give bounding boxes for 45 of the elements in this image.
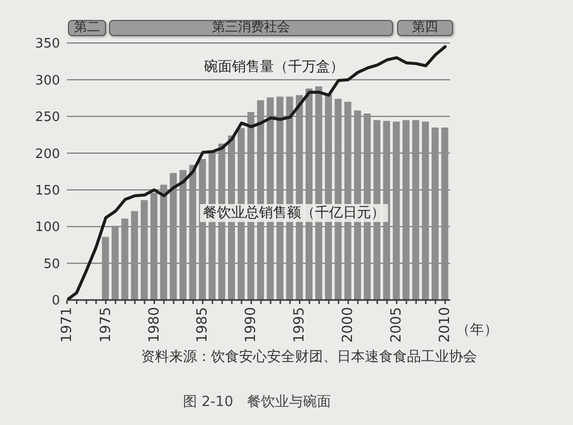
y-tick-label: 350 [35,36,60,52]
text: 资料来源：饮食安心安全财团、日本速食食品工业协会 [141,349,477,365]
bar [131,211,138,300]
bar [112,226,119,300]
y-tick-label: 0 [52,294,60,309]
y-tick-label: 200 [35,146,60,162]
x-tick-label: 1985 [194,307,211,343]
x-tick-label: 2010 [437,307,454,343]
y-tick-label: 250 [35,110,60,126]
y-tick-label: 300 [35,73,60,88]
bar [432,127,439,300]
bar [102,236,109,300]
bar [160,184,168,300]
header-box: 第三消费社会 [109,20,393,36]
bar [180,170,186,300]
x-tick-label: 1990 [243,307,260,343]
series-label: 碗面销售量（千万盒） [204,58,344,75]
y-tick-label: 100 [35,220,60,236]
bar [150,192,158,300]
bar [306,88,313,300]
bar [392,122,400,300]
bar [140,200,148,300]
bar [121,218,128,300]
text: 图 2-10 餐饮业与碗面 [183,394,332,410]
x-axis-title: （年） [456,322,498,338]
x-tick-label: 1971 [59,307,75,343]
y-tick-label: 150 [35,183,60,198]
line-series [67,45,447,300]
bar [383,120,390,300]
header-box: 第四 [397,20,453,36]
bar [441,127,448,300]
bar [412,120,420,300]
x-tick-label: 2005 [388,307,405,343]
bar [189,164,196,300]
bar [422,122,429,300]
bar [402,120,410,300]
x-tick-label: 1980 [146,307,162,343]
x-tick-label: 1995 [292,307,308,343]
header-box: 第二 [68,20,106,36]
y-tick-label: 50 [43,256,60,272]
bar [170,172,177,300]
x-tick-label: 2000 [340,307,356,343]
bar [373,120,380,300]
series-label: 餐饮业总销售额（千亿日元） [200,204,388,222]
x-tick-label: 1975 [98,307,114,343]
